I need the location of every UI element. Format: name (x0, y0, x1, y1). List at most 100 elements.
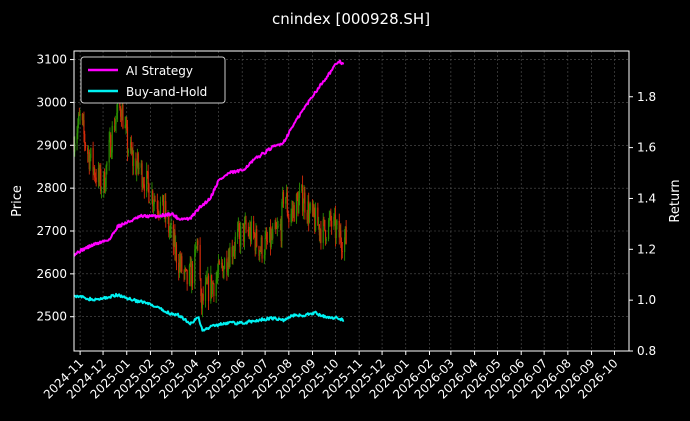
candle-body (269, 227, 272, 248)
candle-body (79, 114, 81, 116)
candle-body (122, 105, 124, 129)
candle-body (338, 220, 340, 238)
candle-body (138, 167, 140, 170)
candle-body (162, 195, 165, 217)
candle-body (325, 238, 327, 241)
candle-body (104, 187, 106, 192)
candle-body (152, 191, 154, 207)
candle-body (98, 167, 100, 180)
candle-body (120, 116, 122, 121)
candle-body (308, 210, 311, 223)
candle-body (157, 209, 159, 213)
candle-body (295, 194, 298, 222)
candle-body (109, 134, 111, 140)
candle-body (113, 125, 116, 131)
candle-body (320, 229, 322, 243)
candle-body (327, 220, 330, 239)
candle-body (111, 125, 113, 153)
candle-body (205, 278, 207, 283)
candle-body (115, 119, 117, 125)
candle-body (153, 199, 155, 204)
candle-body (90, 148, 92, 158)
candle-body (306, 212, 308, 220)
candle-body (94, 177, 97, 179)
candle-body (227, 269, 229, 273)
candle-body (195, 247, 197, 249)
candle-body (253, 221, 255, 234)
candle-body (331, 221, 333, 227)
y-axis-left: 2500 2600 2700 2800 2900 3000 3100 (36, 53, 74, 324)
candle-body (242, 223, 244, 227)
candle-body (329, 212, 331, 218)
candle-body (76, 133, 78, 144)
candle-body (194, 249, 196, 284)
candle-body (207, 275, 209, 284)
candle-body (162, 195, 164, 202)
candle-body (237, 223, 239, 230)
candle-body (97, 167, 100, 183)
candle-body (269, 227, 271, 242)
candle-body (149, 202, 151, 204)
candle-body (281, 201, 283, 242)
candle-body (151, 191, 153, 203)
plot-frame (73, 50, 630, 352)
candle-body (168, 216, 170, 233)
candle-body (212, 282, 214, 284)
y-right-tick-label: 0.8 (637, 344, 656, 358)
candle-body (186, 269, 188, 285)
candle-body (292, 208, 294, 213)
candle-body (263, 255, 265, 259)
candle-body (83, 120, 85, 134)
candle-body (93, 168, 95, 172)
candle-body (286, 192, 288, 213)
candle-body (108, 139, 110, 163)
candle-body (201, 294, 204, 309)
candle-body (106, 162, 108, 166)
candle-body (78, 114, 80, 116)
candle-body (121, 105, 123, 121)
candle-body (178, 262, 180, 273)
y-axis-right: 0.8 1.0 1.2 1.4 1.6 1.8 (629, 90, 656, 358)
candle-body (215, 279, 217, 297)
candle-body (227, 257, 230, 270)
candle-body (74, 143, 76, 152)
legend: AI Strategy Buy-and-Hold (80, 56, 226, 104)
candle-body (170, 225, 172, 229)
y-right-tick-label: 1.6 (637, 141, 656, 155)
candle-body (298, 191, 301, 199)
candle-body (185, 268, 187, 270)
candle-body (324, 230, 327, 241)
candle-body (136, 153, 139, 166)
candle-body (140, 163, 142, 168)
candle-body (88, 152, 90, 170)
candle-body (217, 272, 219, 277)
candle-body (277, 226, 279, 228)
candle-body (318, 224, 320, 236)
candle-body (130, 142, 132, 153)
candle-body (308, 201, 310, 223)
candle-body (81, 114, 84, 121)
candle-body (249, 227, 252, 242)
candle-body (87, 147, 89, 154)
candle-body (314, 215, 316, 231)
candle-body (154, 199, 156, 202)
candle-body (256, 229, 258, 247)
candle-body (265, 234, 267, 238)
candle-body (103, 172, 106, 192)
candle-body (184, 268, 186, 274)
candle-body (297, 198, 299, 214)
candle-body (293, 205, 295, 222)
candle-body (340, 230, 342, 243)
candle-body (125, 124, 127, 126)
candle-body (309, 203, 311, 211)
candle-body (296, 194, 298, 199)
legend-label-bh: Buy-and-Hold (126, 85, 207, 99)
y-left-tick-label: 2600 (36, 267, 67, 281)
candle-body (220, 262, 223, 265)
candle-body (340, 242, 343, 251)
candle-body (324, 219, 326, 231)
candle-body (211, 282, 213, 295)
y-left-tick-label: 3100 (36, 53, 67, 67)
candle-body (259, 250, 261, 256)
candle-body (282, 192, 284, 202)
